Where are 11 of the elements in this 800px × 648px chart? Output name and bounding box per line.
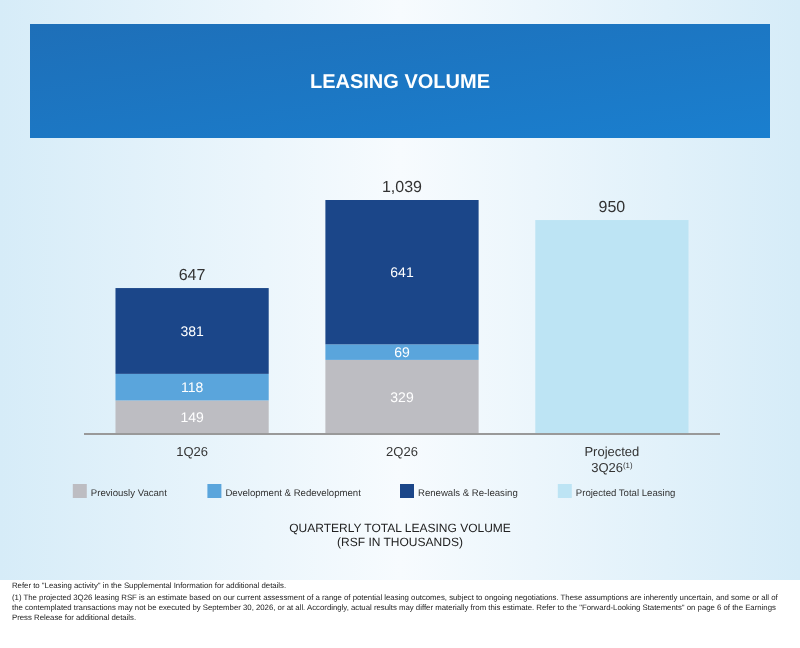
- chart-title: LEASING VOLUME: [309, 72, 491, 94]
- bar: [325, 359, 479, 434]
- bar: [325, 200, 479, 345]
- bar: [115, 373, 269, 401]
- data-label: 950: [598, 198, 627, 217]
- bar: [115, 288, 269, 374]
- total-label: 1,039: [381, 178, 424, 196]
- bar: [115, 400, 269, 434]
- bar: [535, 220, 689, 434]
- bar: [325, 344, 479, 360]
- total-label: 647: [178, 266, 207, 285]
